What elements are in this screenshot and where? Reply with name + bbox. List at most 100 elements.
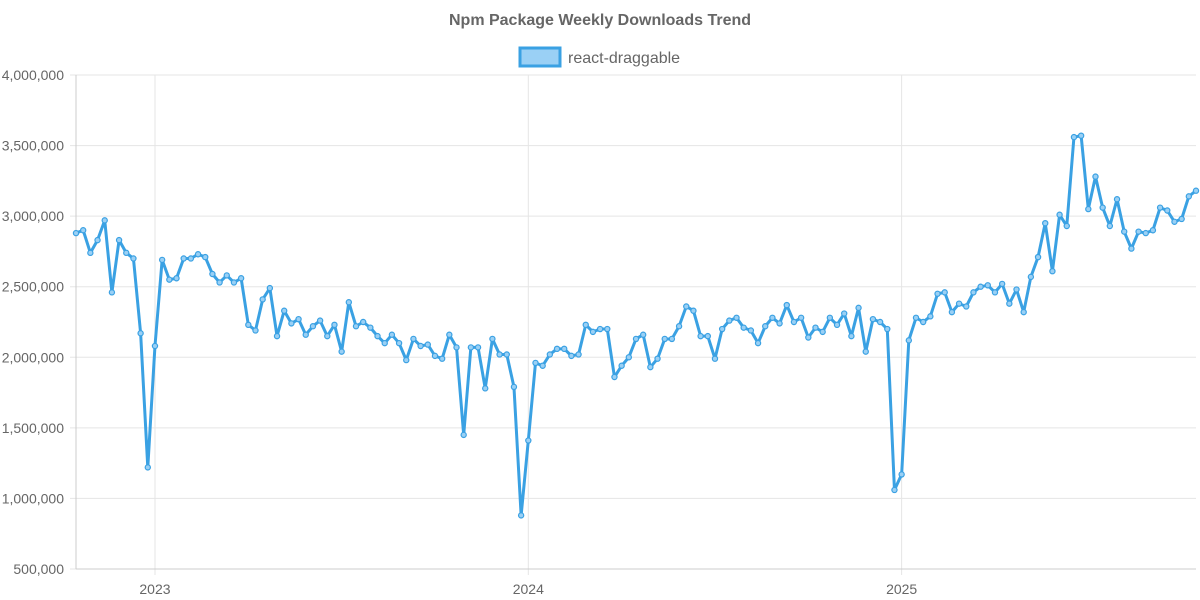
data-point[interactable]	[259, 296, 266, 303]
data-point[interactable]	[194, 251, 202, 258]
data-point[interactable]	[410, 335, 417, 343]
data-point[interactable]	[546, 351, 554, 358]
data-point[interactable]	[273, 332, 281, 340]
data-point[interactable]	[855, 304, 862, 312]
data-point[interactable]	[230, 279, 238, 286]
data-point[interactable]	[826, 314, 834, 321]
data-point[interactable]	[1077, 132, 1085, 139]
data-point[interactable]	[625, 354, 633, 361]
data-point[interactable]	[1042, 219, 1049, 227]
data-point[interactable]	[1027, 273, 1035, 281]
data-point[interactable]	[474, 344, 482, 351]
data-point[interactable]	[618, 362, 625, 369]
data-point[interactable]	[1156, 204, 1164, 211]
data-point[interactable]	[690, 307, 697, 314]
data-point[interactable]	[1128, 245, 1135, 252]
data-point[interactable]	[841, 310, 848, 317]
data-point[interactable]	[417, 342, 424, 350]
data-point[interactable]	[1185, 193, 1193, 200]
data-point[interactable]	[1092, 173, 1099, 180]
data-point[interactable]	[252, 327, 259, 334]
data-point[interactable]	[704, 332, 711, 340]
data-point[interactable]	[876, 318, 884, 326]
data-point[interactable]	[79, 227, 87, 234]
data-point[interactable]	[575, 351, 582, 358]
data-point[interactable]	[797, 314, 805, 321]
data-point[interactable]	[151, 342, 159, 350]
data-point[interactable]	[1142, 229, 1149, 237]
data-point[interactable]	[1006, 300, 1013, 307]
data-point[interactable]	[438, 355, 446, 362]
data-point[interactable]	[984, 282, 991, 289]
data-point[interactable]	[1106, 222, 1114, 230]
data-point[interactable]	[359, 318, 367, 326]
data-point[interactable]	[668, 335, 676, 343]
data-point[interactable]	[1013, 286, 1020, 293]
data-point[interactable]	[805, 334, 812, 341]
data-point[interactable]	[905, 337, 913, 344]
data-point[interactable]	[180, 255, 187, 262]
data-point[interactable]	[510, 383, 518, 391]
data-point[interactable]	[1020, 308, 1027, 316]
data-point[interactable]	[776, 320, 783, 327]
data-point[interactable]	[338, 348, 345, 355]
data-point[interactable]	[130, 255, 137, 262]
data-point[interactable]	[963, 303, 970, 310]
data-point[interactable]	[647, 363, 654, 371]
data-point[interactable]	[115, 236, 123, 244]
data-point[interactable]	[589, 328, 597, 336]
data-point[interactable]	[223, 272, 230, 279]
data-point[interactable]	[431, 352, 439, 360]
data-point[interactable]	[489, 335, 496, 343]
data-point[interactable]	[209, 270, 216, 278]
data-point[interactable]	[912, 314, 920, 321]
data-point[interactable]	[101, 217, 108, 224]
data-point[interactable]	[654, 355, 661, 362]
data-point[interactable]	[1070, 133, 1078, 141]
data-point[interactable]	[833, 321, 841, 329]
data-point[interactable]	[424, 341, 431, 348]
data-point[interactable]	[302, 331, 309, 338]
data-point[interactable]	[927, 313, 934, 320]
data-point[interactable]	[604, 325, 611, 333]
data-point[interactable]	[1121, 228, 1128, 235]
data-point[interactable]	[955, 300, 963, 307]
data-point[interactable]	[87, 249, 94, 257]
data-point[interactable]	[769, 314, 776, 321]
data-point[interactable]	[1164, 207, 1171, 214]
data-point[interactable]	[998, 280, 1006, 288]
data-point[interactable]	[388, 331, 396, 338]
data-point[interactable]	[453, 344, 460, 351]
data-point[interactable]	[1034, 253, 1042, 261]
data-point[interactable]	[288, 320, 295, 327]
data-point[interactable]	[460, 431, 467, 439]
data-point[interactable]	[331, 321, 338, 329]
data-point[interactable]	[661, 335, 668, 343]
data-point[interactable]	[754, 339, 762, 347]
data-point[interactable]	[525, 437, 532, 444]
data-point[interactable]	[123, 249, 130, 257]
data-point[interactable]	[941, 289, 948, 296]
data-point[interactable]	[309, 323, 317, 330]
data-point[interactable]	[1149, 227, 1157, 234]
data-point[interactable]	[790, 318, 798, 326]
data-point[interactable]	[496, 351, 503, 358]
data-point[interactable]	[381, 339, 388, 347]
data-point[interactable]	[970, 289, 977, 296]
data-point[interactable]	[1192, 187, 1200, 194]
data-point[interactable]	[316, 317, 324, 324]
data-point[interactable]	[144, 464, 151, 471]
data-point[interactable]	[237, 275, 245, 282]
data-point[interactable]	[202, 253, 209, 261]
data-point[interactable]	[862, 348, 869, 355]
data-point[interactable]	[137, 330, 144, 337]
data-point[interactable]	[884, 325, 891, 333]
data-point[interactable]	[166, 276, 173, 283]
data-point[interactable]	[403, 356, 410, 364]
data-point[interactable]	[345, 299, 353, 306]
data-point[interactable]	[869, 315, 877, 323]
data-point[interactable]	[503, 351, 510, 358]
data-point[interactable]	[352, 323, 360, 330]
data-point[interactable]	[467, 344, 475, 351]
data-point[interactable]	[697, 332, 704, 340]
